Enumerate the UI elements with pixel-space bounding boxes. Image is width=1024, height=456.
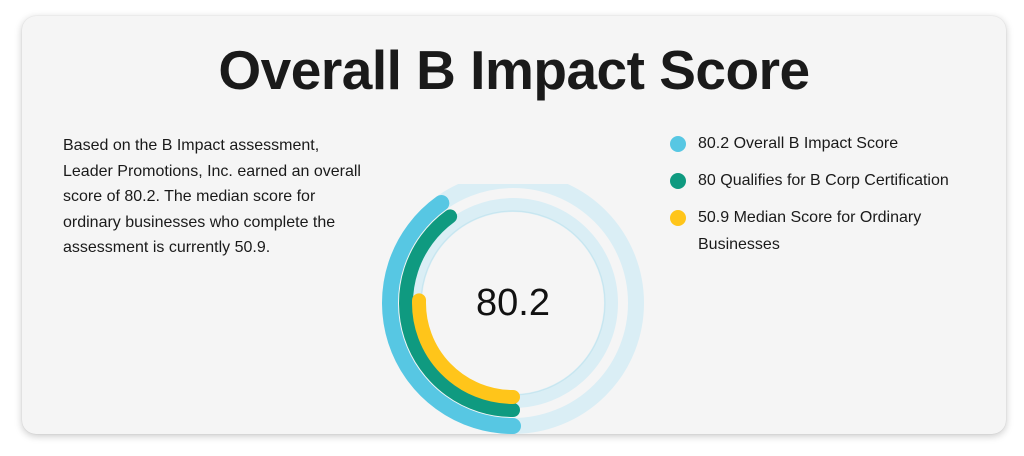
- score-description: Based on the B Impact assessment, Leader…: [63, 137, 361, 256]
- score-card: Overall B Impact Score Based on the B Im…: [22, 16, 1006, 434]
- arc-series-group: [382, 195, 521, 434]
- legend-item-overall-score: 80.2 Overall B Impact Score: [670, 130, 990, 157]
- center-score-label: 80.2: [476, 282, 550, 324]
- legend-label: 80.2 Overall B Impact Score: [698, 135, 899, 152]
- legend-item-certification: 80 Qualifies for B Corp Certification: [670, 167, 990, 194]
- legend-label: 50.9 Median Score for Ordinary Businesse…: [698, 209, 922, 253]
- radial-bar-chart: 80.2: [382, 184, 644, 434]
- legend-item-median-score: 50.9 Median Score for Ordinary Businesse…: [670, 204, 990, 258]
- legend-swatch-green: [670, 173, 686, 189]
- page-title: Overall B Impact Score: [218, 39, 810, 101]
- chart-legend: 80.2 Overall B Impact Score 80 Qualifies…: [670, 130, 990, 268]
- arc-certification-threshold: [399, 209, 520, 417]
- legend-swatch-yellow: [670, 210, 686, 226]
- arc-overall-score: [382, 195, 521, 434]
- legend-swatch-cyan: [670, 136, 686, 152]
- arc-median-score: [412, 293, 520, 404]
- legend-label: 80 Qualifies for B Corp Certification: [698, 172, 949, 189]
